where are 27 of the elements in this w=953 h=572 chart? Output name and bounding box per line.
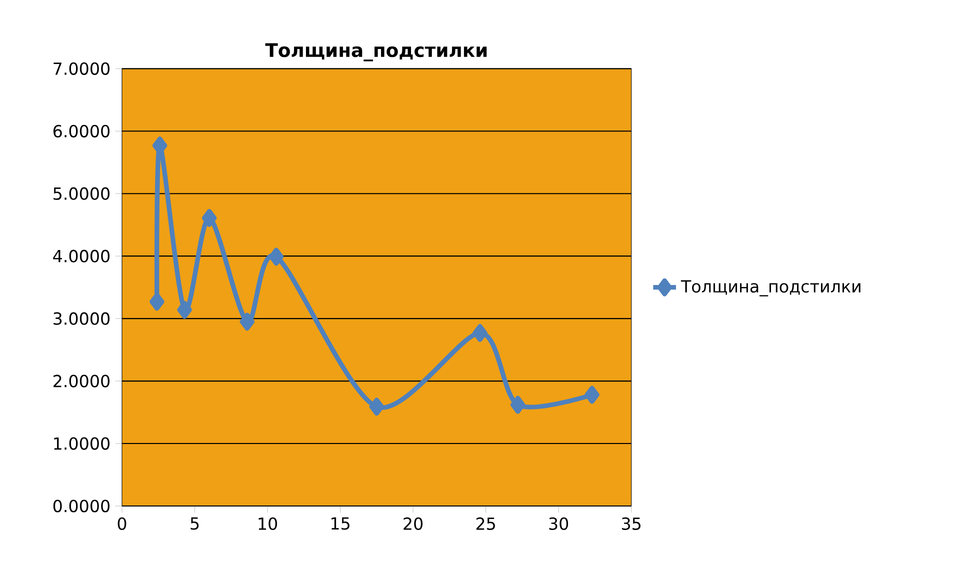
- x-tick-label: 35: [622, 517, 640, 530]
- point: [177, 300, 192, 319]
- y-tick-label: 2.0000: [54, 374, 110, 388]
- legend-label: Толщина_подстилки: [680, 280, 860, 296]
- y-tick-label: 4.0000: [53, 250, 110, 262]
- chart-title: Толщина_подстилки: [265, 43, 487, 62]
- point: [150, 292, 164, 311]
- y-tick-label: 6.0000: [53, 124, 110, 138]
- point: [584, 386, 600, 404]
- x-tick-label: 5: [190, 517, 199, 530]
- y-tick-label: 1.0000: [54, 437, 110, 450]
- y-tick-label: 5.0000: [54, 187, 110, 200]
- y-tick-label: 3.0000: [54, 312, 110, 325]
- y-tick-label: 7.0000: [54, 62, 110, 75]
- point: [472, 324, 488, 342]
- x-tick-label: 10: [258, 517, 278, 530]
- x-tick-label: 0: [118, 517, 126, 530]
- point: [510, 396, 526, 414]
- point: [240, 312, 254, 331]
- x-tick-label: 25: [476, 517, 495, 530]
- point: [268, 248, 284, 266]
- point: [369, 398, 384, 416]
- x-tick-label: 15: [332, 517, 350, 530]
- y-tick-label: 0.0000: [53, 500, 110, 512]
- x-tick-label: 30: [549, 517, 568, 530]
- point: [202, 208, 217, 227]
- x-tick-label: 20: [404, 517, 423, 530]
